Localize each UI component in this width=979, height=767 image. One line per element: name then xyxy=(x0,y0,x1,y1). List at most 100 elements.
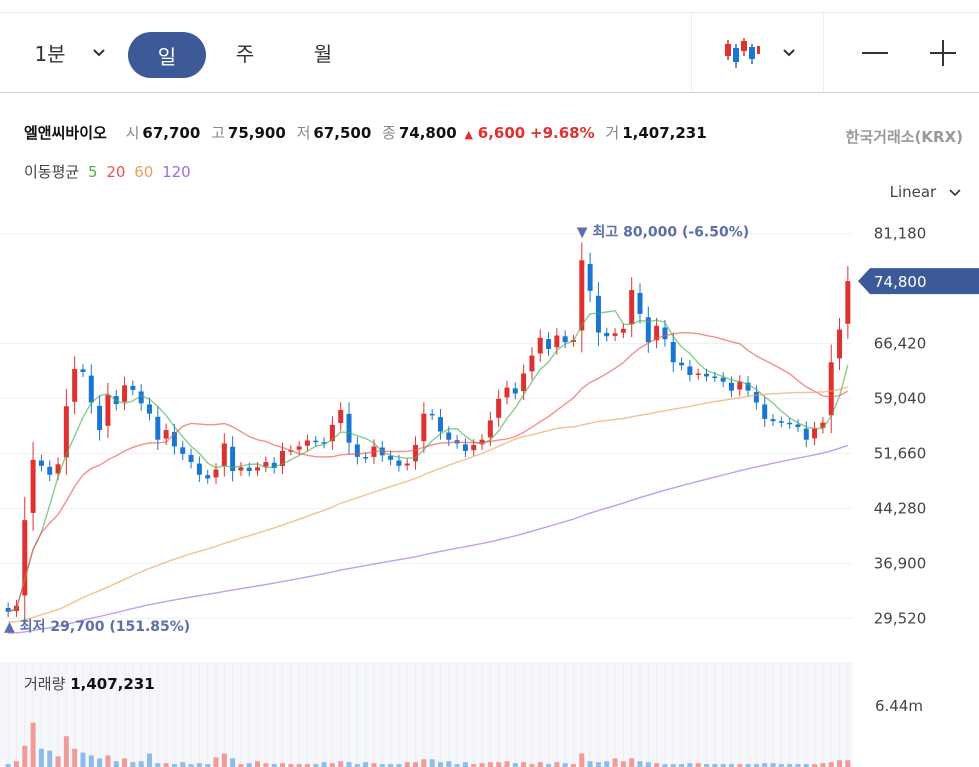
toolbar-separator xyxy=(823,13,824,92)
candle-body xyxy=(238,467,244,471)
volume-bar xyxy=(562,763,568,767)
volume-bar xyxy=(587,761,593,767)
candle-body xyxy=(354,444,360,457)
moving-average-line-5 xyxy=(7,309,849,613)
candle-body xyxy=(529,355,535,372)
candle-body xyxy=(496,398,502,418)
volume-bar xyxy=(88,755,94,767)
volume-bar xyxy=(38,748,44,767)
volume-bar xyxy=(30,722,36,767)
scale-selector[interactable]: Linear xyxy=(890,183,961,201)
ma-5: 5 xyxy=(87,163,98,181)
volume-bar xyxy=(221,753,227,767)
volume-bar xyxy=(280,763,286,767)
candle-body xyxy=(122,385,128,402)
y-tick-label: 44,280 xyxy=(874,499,927,517)
volume-bar xyxy=(180,762,186,767)
candle-body xyxy=(379,447,385,456)
volume-bar xyxy=(230,758,236,767)
trade-volume: 1,407,231 xyxy=(622,124,707,142)
volume-bar xyxy=(155,763,161,767)
candle-body xyxy=(512,388,518,394)
y-tick-label: 29,520 xyxy=(874,609,927,627)
interval-selector[interactable]: 1분 xyxy=(30,13,110,92)
candle-body xyxy=(803,428,809,440)
candle-body xyxy=(388,455,394,460)
volume-bar xyxy=(537,762,543,767)
candle-body xyxy=(795,424,801,428)
candle-body xyxy=(55,464,61,474)
volume-bar xyxy=(321,762,327,767)
volume-bar xyxy=(437,762,443,767)
y-tick-label: 59,040 xyxy=(874,389,927,407)
candle-body xyxy=(213,469,219,478)
moving-average-line-20 xyxy=(7,331,849,613)
volume-bar xyxy=(329,763,335,767)
exchange-label: 한국거래소(KRX) xyxy=(845,128,963,146)
zoom-out-button[interactable] xyxy=(850,13,900,92)
up-triangle-icon: ▲ xyxy=(464,128,473,141)
candle-body xyxy=(546,339,552,349)
volume-bar xyxy=(413,762,419,767)
max-price-annotation: ▼ 최고 80,000 (-6.50%) xyxy=(577,224,749,240)
volume-bar xyxy=(629,758,635,767)
volume-bar xyxy=(255,761,261,767)
volume-bar xyxy=(371,763,377,767)
candle-body xyxy=(396,460,402,466)
change-amount: 6,600 xyxy=(477,124,526,142)
volume-bar xyxy=(72,748,78,767)
volume-bar xyxy=(512,763,518,767)
candle-body xyxy=(504,387,510,398)
minus-icon xyxy=(862,51,888,54)
candle-body xyxy=(47,466,53,475)
candle-body xyxy=(471,444,477,451)
candle-body xyxy=(155,416,161,440)
candle-body xyxy=(612,333,618,336)
candle-body xyxy=(828,362,834,416)
volume-bar xyxy=(595,762,601,767)
candle-body xyxy=(221,443,227,467)
tab-day[interactable]: 일 xyxy=(128,32,206,78)
candle-body xyxy=(321,442,327,444)
ma-20: 20 xyxy=(106,163,126,181)
volume-bar xyxy=(146,753,152,767)
candle-body xyxy=(654,325,660,341)
tab-month[interactable]: 월 xyxy=(313,42,333,66)
stock-name: 엘앤씨바이오 xyxy=(24,124,107,142)
volume-bar xyxy=(163,763,169,767)
volume-bar xyxy=(55,756,61,767)
volume-bar xyxy=(604,761,610,767)
toolbar-separator xyxy=(691,13,692,92)
candle-body xyxy=(762,404,768,419)
candle-body xyxy=(554,335,560,348)
candle-body xyxy=(487,420,493,438)
volume-bar xyxy=(521,762,527,767)
candle-body xyxy=(778,421,784,423)
candle-body xyxy=(429,413,435,416)
candle-body xyxy=(13,605,19,611)
tab-week[interactable]: 주 xyxy=(235,42,255,66)
candle-body xyxy=(753,392,759,403)
candle-body xyxy=(837,329,843,359)
change-percent: +9.68% xyxy=(530,124,595,142)
candle-body xyxy=(72,369,78,402)
chevron-down-icon xyxy=(949,189,961,197)
volume-bar xyxy=(554,762,560,767)
candle-body xyxy=(687,366,693,375)
candle-body xyxy=(346,413,352,443)
volume-bar xyxy=(637,761,643,767)
ma-60: 60 xyxy=(134,163,154,181)
moving-average-legend: 이동평균 5 20 60 120 xyxy=(24,161,191,182)
y-tick-label: 51,660 xyxy=(874,444,927,462)
volume-tick-label: 6.44m xyxy=(875,697,923,715)
volume-bar xyxy=(47,750,53,767)
chart-style-selector[interactable] xyxy=(700,13,820,92)
candle-body xyxy=(845,281,851,324)
volume-bar xyxy=(196,763,202,767)
zoom-in-button[interactable] xyxy=(918,13,968,92)
candle-body xyxy=(205,475,211,479)
candle-body xyxy=(313,440,319,443)
volume-bar xyxy=(122,758,128,767)
volume-bar xyxy=(338,761,344,767)
